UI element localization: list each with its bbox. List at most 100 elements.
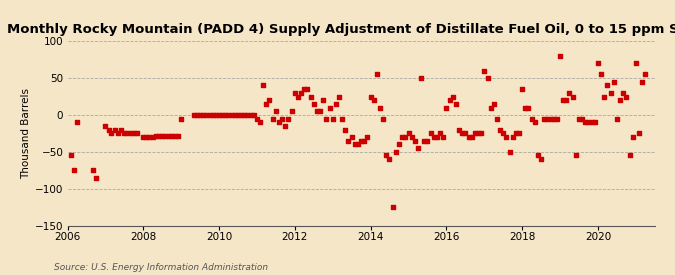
Point: [429, 135, 439, 139]
Point: [425, 131, 436, 136]
Point: [444, 98, 455, 102]
Point: [508, 135, 518, 139]
Point: [539, 116, 549, 121]
Point: [305, 94, 316, 99]
Point: [384, 157, 395, 161]
Point: [333, 94, 344, 99]
Point: [533, 153, 543, 158]
Point: [378, 116, 389, 121]
Point: [612, 116, 622, 121]
Point: [406, 135, 417, 139]
Point: [580, 120, 591, 125]
Point: [514, 131, 524, 136]
Point: [68, 168, 79, 172]
Point: [621, 94, 632, 99]
Point: [441, 105, 452, 110]
Point: [252, 116, 263, 121]
Point: [331, 102, 342, 106]
Point: [122, 131, 133, 136]
Point: [476, 131, 487, 136]
Point: [169, 133, 180, 138]
Point: [128, 131, 139, 136]
Point: [350, 142, 360, 147]
Point: [220, 113, 231, 117]
Point: [315, 109, 325, 114]
Point: [558, 98, 569, 102]
Point: [283, 116, 294, 121]
Point: [125, 131, 136, 136]
Point: [422, 139, 433, 143]
Point: [627, 135, 638, 139]
Point: [482, 76, 493, 80]
Point: [141, 135, 152, 139]
Point: [469, 131, 480, 136]
Point: [602, 83, 613, 88]
Point: [261, 102, 272, 106]
Point: [242, 113, 253, 117]
Point: [555, 54, 566, 58]
Point: [254, 120, 265, 125]
Point: [232, 113, 243, 117]
Point: [495, 128, 506, 132]
Point: [375, 105, 385, 110]
Point: [570, 153, 581, 158]
Point: [397, 135, 408, 139]
Point: [106, 131, 117, 136]
Point: [517, 87, 528, 91]
Point: [273, 120, 284, 125]
Point: [115, 128, 126, 132]
Point: [608, 79, 619, 84]
Point: [217, 113, 227, 117]
Point: [409, 139, 420, 143]
Point: [138, 135, 148, 139]
Point: [226, 113, 237, 117]
Point: [431, 135, 442, 139]
Point: [356, 139, 367, 143]
Point: [207, 113, 218, 117]
Point: [576, 116, 587, 121]
Point: [479, 68, 490, 73]
Point: [466, 135, 477, 139]
Point: [416, 76, 427, 80]
Point: [280, 124, 291, 128]
Point: [327, 116, 338, 121]
Point: [450, 102, 461, 106]
Point: [589, 120, 600, 125]
Point: [548, 116, 559, 121]
Point: [302, 87, 313, 91]
Point: [491, 116, 502, 121]
Point: [176, 116, 186, 121]
Point: [198, 113, 209, 117]
Point: [412, 146, 423, 150]
Point: [267, 116, 278, 121]
Point: [72, 120, 82, 125]
Point: [352, 142, 363, 147]
Point: [157, 133, 167, 138]
Point: [318, 98, 329, 102]
Point: [154, 133, 165, 138]
Point: [526, 116, 537, 121]
Point: [239, 113, 250, 117]
Point: [615, 98, 626, 102]
Point: [630, 61, 641, 65]
Point: [103, 128, 114, 132]
Point: [201, 113, 212, 117]
Point: [337, 116, 348, 121]
Title: Monthly Rocky Mountain (PADD 4) Supply Adjustment of Distillate Fuel Oil, 0 to 1: Monthly Rocky Mountain (PADD 4) Supply A…: [7, 23, 675, 36]
Point: [299, 87, 310, 91]
Point: [100, 124, 111, 128]
Point: [369, 98, 379, 102]
Point: [109, 128, 120, 132]
Point: [236, 113, 246, 117]
Point: [637, 79, 647, 84]
Point: [192, 113, 202, 117]
Point: [529, 120, 540, 125]
Point: [542, 116, 553, 121]
Point: [497, 131, 508, 136]
Point: [312, 109, 323, 114]
Point: [321, 116, 332, 121]
Point: [618, 91, 628, 95]
Point: [214, 113, 225, 117]
Point: [435, 131, 446, 136]
Point: [394, 142, 404, 147]
